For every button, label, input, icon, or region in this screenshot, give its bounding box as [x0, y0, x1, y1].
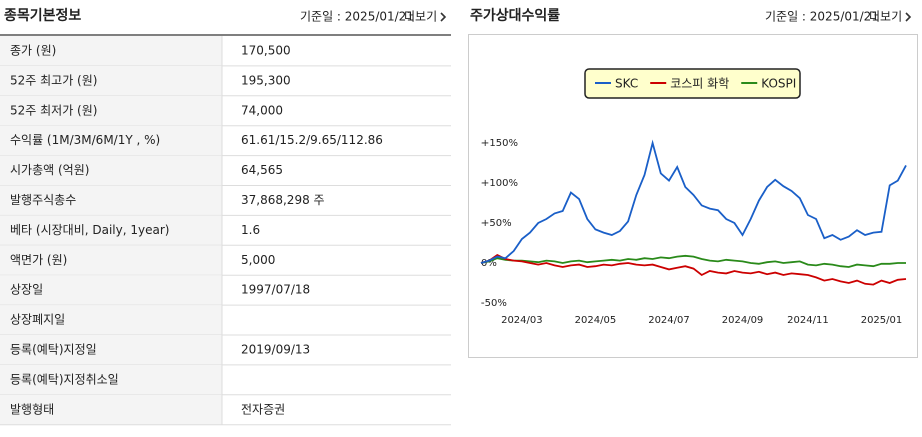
label-cell: [0, 155, 222, 186]
row-label: 52주 최저가 (원): [10, 103, 97, 117]
row-value: 61.61/15.2/9.65/112.86: [241, 133, 383, 147]
row-label: 발행주식총수: [10, 192, 76, 207]
row-value: 195,300: [241, 73, 291, 87]
row-value: 1997/07/18: [241, 283, 310, 297]
label-cell: [0, 125, 222, 156]
series-line: [480, 254, 906, 268]
y-tick-label: +150%: [481, 138, 518, 149]
label-cell: [0, 275, 222, 306]
chart-panel-title: 주가상대수익률: [470, 7, 560, 24]
info-title: 종목기본정보: [4, 7, 81, 24]
legend-box: [584, 68, 801, 99]
legend-label: KOSPI: [761, 77, 796, 91]
row-label: 액면가 (원): [10, 253, 67, 267]
label-cell: [0, 394, 222, 425]
row-label: 시가총액 (억원): [10, 163, 89, 177]
x-tick-label: 2024/05: [575, 315, 617, 326]
row-label: 종가 (원): [10, 43, 56, 57]
series-line: [480, 139, 907, 264]
row-label: 상장폐지일: [10, 313, 65, 327]
chevron[interactable]: [440, 12, 447, 22]
x-tick-label: 2024/03: [501, 315, 543, 326]
y-tick-label: +50%: [481, 218, 512, 229]
x-tick-label: 2024/07: [648, 315, 690, 326]
date-label: 기준일 : 2025/01/21: [300, 10, 414, 24]
chart-frame: [468, 34, 918, 358]
row-value: 64,565: [241, 163, 283, 177]
label-cell: [0, 65, 222, 96]
label-cell: [0, 305, 222, 335]
x-tick-label: 2025/01: [861, 315, 903, 326]
more-link[interactable]: 더보기: [404, 10, 437, 24]
row-value: 37,868,298 주: [241, 193, 325, 207]
row-value: 전자증권: [241, 402, 285, 416]
x-tick-label: 2024/11: [787, 315, 829, 326]
date-label: 기준일 : 2025/01/21: [765, 10, 879, 24]
legend-label: 코스피 화학: [670, 77, 729, 91]
row-label: 상장일: [10, 283, 43, 297]
series-line: [480, 253, 907, 286]
row-value: 74,000: [241, 103, 283, 117]
legend-label: SKC: [615, 77, 638, 91]
row-value: 2019/09/13: [241, 342, 310, 356]
row-label: 등록(예탁)지정일: [10, 342, 97, 356]
label-cell: [0, 245, 222, 276]
row-label: 수익률 (1M/3M/6M/1Y , %): [10, 133, 160, 147]
x-tick-label: 2024/09: [722, 315, 764, 326]
row-value: 5,000: [241, 253, 275, 267]
row-label: 발행형태: [10, 401, 54, 416]
y-tick-label: +100%: [481, 178, 518, 189]
label-cell: [0, 364, 222, 395]
more-link[interactable]: 더보기: [869, 10, 902, 24]
y-tick-label: -50%: [481, 298, 507, 309]
row-label: 베타 (시장대비, Daily, 1year): [10, 223, 169, 237]
label-cell: [0, 185, 222, 216]
label-cell: [0, 95, 222, 126]
label-cell: [0, 335, 222, 365]
row-label: 등록(예탁)지정취소일: [10, 372, 119, 386]
label-cell: [0, 36, 222, 66]
row-value: 170,500: [241, 43, 291, 57]
row-label: 52주 최고가 (원): [10, 73, 97, 87]
chevron[interactable]: [905, 12, 912, 22]
row-value: 1.6: [241, 223, 260, 237]
y-tick-label: 0%: [481, 258, 497, 269]
label-cell: [0, 215, 222, 246]
